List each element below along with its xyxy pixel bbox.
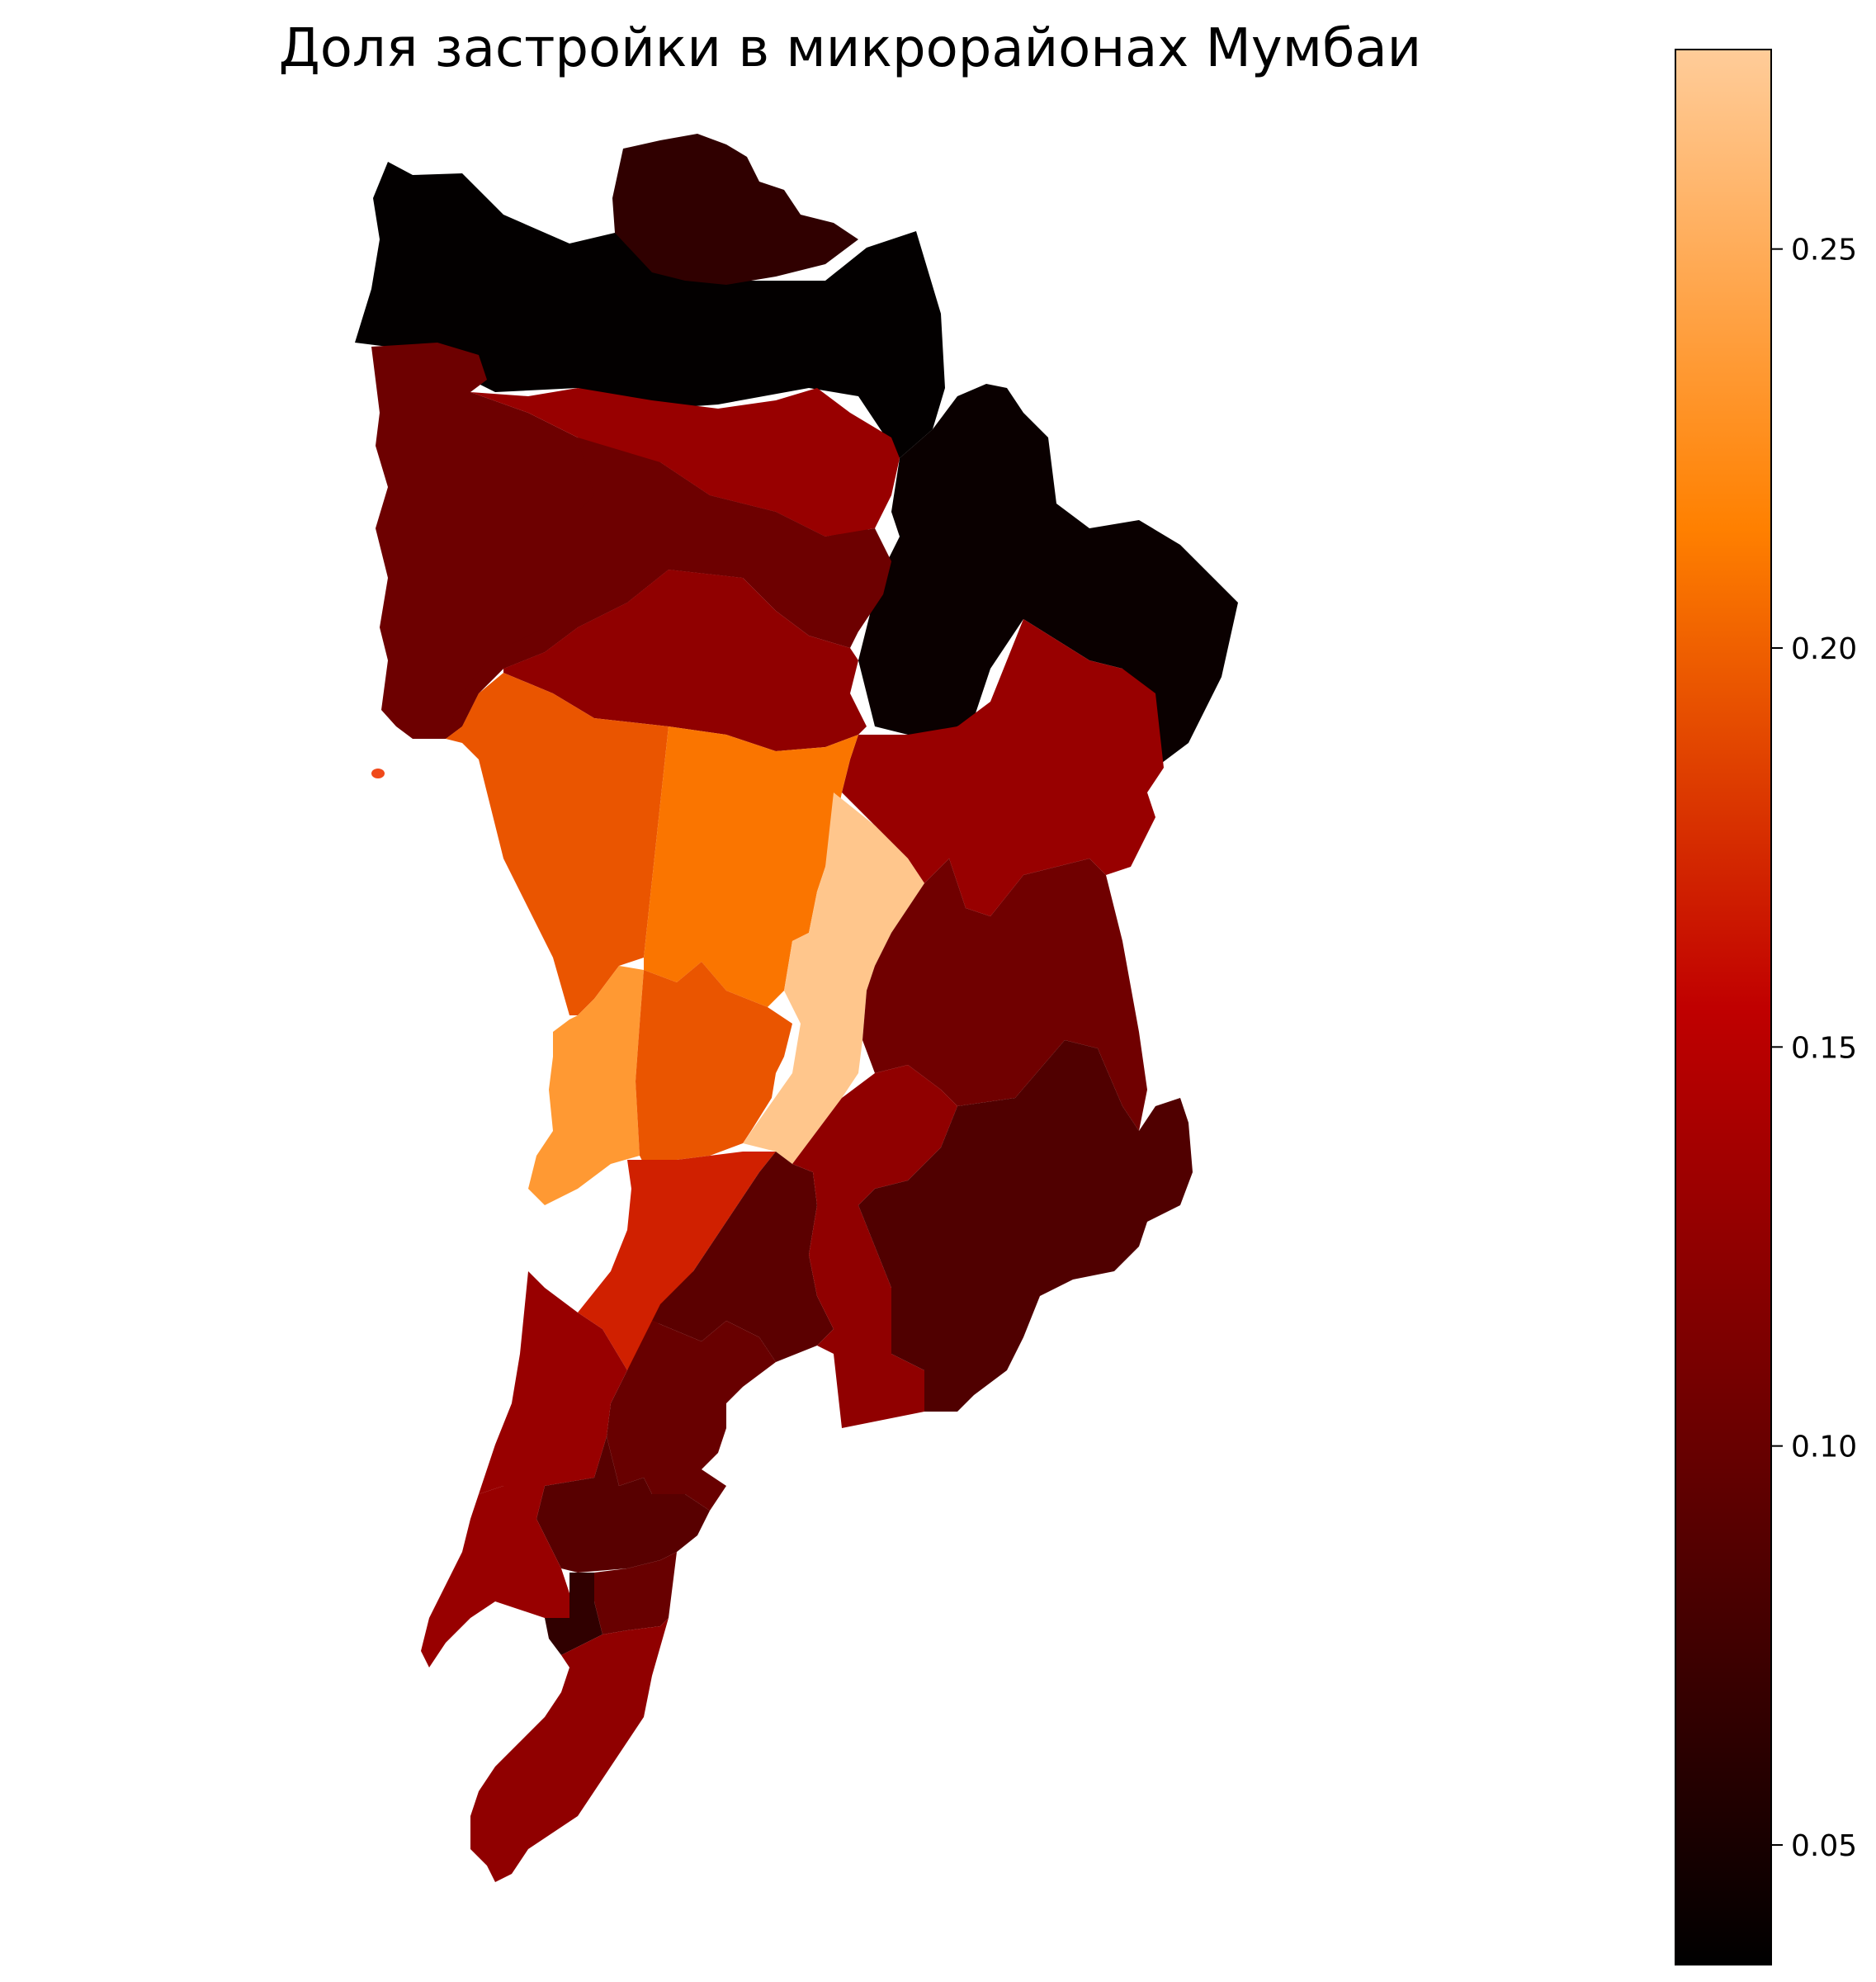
colorbar-tick-label: 0.25	[1791, 234, 1857, 267]
ward-band-dark-2	[446, 438, 891, 739]
ward-red-bright	[578, 1152, 776, 1370]
ward-peach	[743, 792, 924, 1164]
ward-mid-orange	[636, 962, 792, 1164]
ward-north-east	[858, 384, 1238, 768]
ward-dark-a	[652, 1152, 834, 1362]
ward-islet	[371, 769, 385, 778]
ward-south-red-2	[421, 1486, 569, 1667]
ward-center-orange	[644, 726, 858, 1007]
ward-east-low	[858, 1040, 1193, 1412]
ward-south-red-west	[479, 1271, 627, 1494]
ward-south-tip	[470, 1618, 669, 1882]
map-title: Доля застройки в микрорайонах Мумбаи	[278, 18, 1422, 79]
ward-band-red-1	[470, 388, 900, 537]
ward-south-dark	[607, 1321, 776, 1511]
ward-east-mid	[862, 859, 1147, 1131]
colorbar: 0.05 0.10 0.15 0.20 0.25	[1675, 49, 1857, 1965]
colorbar-tick-label: 0.20	[1791, 632, 1857, 666]
ward-south-dark-small	[545, 1573, 602, 1655]
colorbar-tick-label: 0.10	[1791, 1431, 1857, 1464]
ward-west-orange	[446, 673, 669, 1015]
colorbar-gradient	[1675, 49, 1772, 1965]
ward-band-red-3	[503, 570, 867, 751]
ward-north-west	[355, 162, 945, 458]
ward-coast-orange	[528, 966, 644, 1205]
colorbar-tick-label: 0.15	[1791, 1031, 1857, 1065]
colorbar-ticks: 0.05 0.10 0.15 0.20 0.25	[1771, 234, 1857, 1863]
ward-south-small-1	[536, 1436, 710, 1573]
ward-east-red	[842, 619, 1164, 916]
colorbar-tick-label: 0.05	[1791, 1829, 1857, 1863]
ward-north-center	[612, 134, 858, 285]
ward-south-small-2	[594, 1552, 677, 1634]
ward-layer	[355, 134, 1238, 1882]
